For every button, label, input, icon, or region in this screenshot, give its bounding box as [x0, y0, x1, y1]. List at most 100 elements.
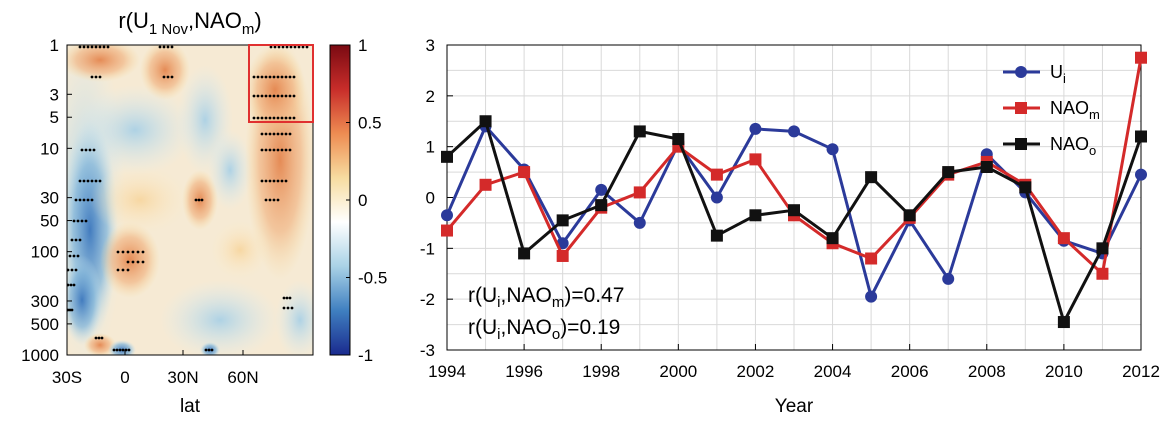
sig-dot	[131, 260, 135, 264]
sig-dot	[112, 348, 116, 352]
sig-dot	[90, 75, 94, 79]
sig-dot	[288, 296, 292, 300]
sig-dot	[200, 198, 204, 202]
sig-dot	[264, 198, 268, 202]
x-tick-label: 2010	[1045, 362, 1083, 381]
sig-dot	[272, 132, 276, 136]
y-axis: 3 2 1 0 -1 -2 -3	[420, 36, 453, 360]
sig-dot	[97, 336, 101, 340]
legend-label-ui: Ui	[1050, 62, 1066, 86]
sig-dot	[98, 179, 102, 183]
sig-dot	[126, 268, 130, 272]
sig-dot	[276, 198, 280, 202]
data-point	[556, 249, 569, 262]
sig-dot	[86, 198, 90, 202]
sig-dot	[136, 260, 140, 264]
sig-dot	[272, 198, 276, 202]
y-tick-label: -3	[420, 341, 435, 360]
sig-dot	[260, 148, 264, 152]
sig-dot	[94, 75, 98, 79]
series-group	[441, 51, 1147, 329]
sig-dot	[260, 94, 264, 98]
sig-dot	[264, 132, 268, 136]
x-axis-label: Year	[775, 396, 814, 417]
sig-dot	[82, 45, 86, 49]
sig-dot	[78, 198, 82, 202]
sig-dot	[276, 179, 280, 183]
x-tick-label: 2000	[659, 362, 697, 381]
y-tick-label: 1	[426, 138, 435, 157]
sig-dot	[276, 94, 280, 98]
x-tick-label: 2012	[1122, 362, 1160, 381]
heatmap-panel: r(U1 Nov,NAOm)	[21, 8, 387, 417]
sig-dot	[170, 45, 174, 49]
sig-dot	[74, 198, 78, 202]
data-point	[710, 191, 723, 204]
sig-dot	[94, 336, 98, 340]
legend-label-naom: NAOm	[1050, 98, 1100, 122]
sig-dot	[288, 116, 292, 120]
colorbar-ticks: 1 0.5 0 -0.5 -1	[346, 36, 387, 365]
sig-dot	[207, 348, 211, 352]
sig-dot	[197, 198, 201, 202]
sig-dot	[141, 250, 145, 254]
sig-dot	[70, 268, 74, 272]
sig-dot	[305, 45, 309, 49]
data-point	[1096, 267, 1109, 280]
sig-dot	[126, 260, 130, 264]
significance-dots	[67, 45, 309, 352]
heatmap-y-tick-label: 50	[40, 212, 59, 231]
series-naoo	[441, 115, 1147, 329]
sig-dot	[260, 75, 264, 79]
sig-dot	[82, 198, 86, 202]
sig-dot	[268, 179, 272, 183]
y-tick-label: -1	[420, 239, 435, 258]
sig-dot	[264, 75, 268, 79]
data-point	[749, 153, 762, 166]
data-point	[441, 209, 453, 222]
data-point	[595, 199, 608, 212]
sig-dot	[284, 148, 288, 152]
sig-dot	[76, 219, 80, 223]
sig-dot	[272, 116, 276, 120]
annotation-r-naom: r(Ui,NAOm)=0.47	[468, 284, 624, 311]
sig-dot	[76, 254, 80, 258]
sig-dot	[268, 148, 272, 152]
heatmap-x-tick-label: 0	[120, 368, 129, 387]
heatmap-y-tick-label: 1000	[21, 346, 59, 365]
sig-dot	[268, 75, 272, 79]
sig-dot	[264, 116, 268, 120]
sig-dot	[121, 250, 125, 254]
legend-item-ui: Ui	[1003, 62, 1066, 86]
data-point	[865, 252, 878, 265]
sig-dot	[78, 179, 82, 183]
sig-dot	[102, 45, 106, 49]
x-tick-label: 2002	[737, 362, 775, 381]
sig-dot	[121, 268, 125, 272]
data-point	[980, 161, 993, 173]
heatmap-y-tick-label: 300	[31, 292, 59, 311]
data-point	[518, 166, 531, 179]
legend: Ui NAOm NAOo	[1003, 62, 1100, 158]
sig-dot	[158, 45, 162, 49]
sig-dot	[90, 45, 94, 49]
y-tick-label: 0	[426, 189, 435, 208]
sig-dot	[264, 94, 268, 98]
sig-dot	[100, 336, 104, 340]
sig-dot	[282, 306, 286, 310]
sig-dot	[78, 45, 82, 49]
sig-dot	[67, 268, 70, 272]
sig-dot	[90, 179, 94, 183]
sig-dot	[68, 254, 72, 258]
data-point	[1096, 242, 1109, 255]
sig-dot	[72, 219, 76, 223]
data-point	[865, 171, 878, 184]
legend-label-naoo: NAOo	[1050, 134, 1096, 158]
sig-dot	[284, 179, 288, 183]
x-tick-label: 1996	[505, 362, 543, 381]
data-point	[518, 247, 531, 260]
sig-dot	[289, 45, 293, 49]
sig-dot	[276, 132, 280, 136]
sig-dot	[292, 94, 296, 98]
